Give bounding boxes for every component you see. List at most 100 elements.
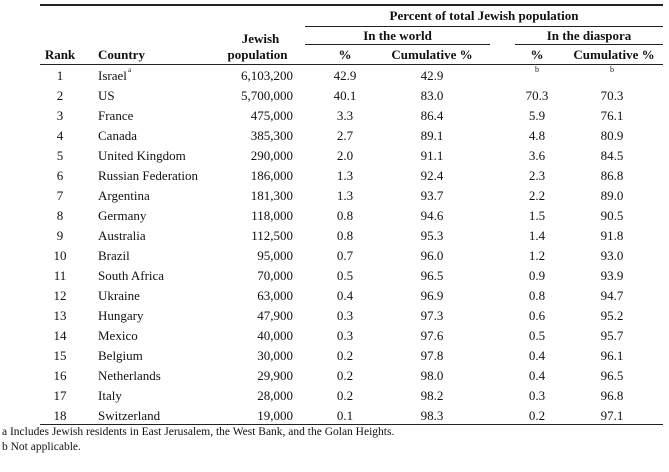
header-diaspora-pct: % — [530, 47, 544, 62]
table-row: 13 Hungary 47,900 0.3 97.3 0.6 95.2 — [0, 308, 669, 328]
population-cell: 29,900 — [257, 368, 293, 383]
world-cum-cell: 91.1 — [420, 148, 444, 163]
rank-cell: 4 — [56, 128, 64, 143]
table-row: 3 France 475,000 3.3 86.4 5.9 76.1 — [0, 108, 669, 128]
diaspora-cum-cell: 97.1 — [600, 408, 624, 423]
world-pct-cell: 1.3 — [336, 168, 354, 183]
world-pct-cell: 0.2 — [336, 348, 354, 363]
diaspora-rule — [515, 44, 663, 45]
table-row: 15 Belgium 30,000 0.2 97.8 0.4 96.1 — [0, 348, 669, 368]
country-cell: US — [98, 88, 115, 103]
country-cell: Canada — [98, 128, 137, 143]
table-row: 16 Netherlands 29,900 0.2 98.0 0.4 96.5 — [0, 368, 669, 388]
world-cum-cell: 92.4 — [420, 168, 444, 183]
diaspora-pct-cell: 70.3 — [525, 88, 549, 103]
world-cum-cell: 94.6 — [420, 208, 444, 223]
world-rule — [305, 44, 490, 45]
diaspora-pct-cell: 0.3 — [528, 388, 546, 403]
country-cell: Ukraine — [98, 288, 140, 303]
diaspora-pct-cell: 2.3 — [528, 168, 546, 183]
country-cell: Switzerland — [98, 408, 161, 423]
diaspora-cum-cell: 93.0 — [600, 248, 624, 263]
header-world: In the world — [363, 28, 432, 43]
world-pct-cell: 2.0 — [336, 148, 354, 163]
population-cell: 385,300 — [250, 128, 293, 143]
diaspora-pct-cell: b — [535, 65, 539, 74]
country-cell: Argentina — [98, 188, 150, 203]
world-pct-cell: 0.2 — [336, 388, 354, 403]
diaspora-cum-cell: 96.1 — [600, 348, 624, 363]
table-row: 14 Mexico 40,000 0.3 97.6 0.5 95.7 — [0, 328, 669, 348]
population-cell: 118,000 — [251, 208, 293, 223]
group-rule — [305, 26, 663, 27]
rank-cell: 17 — [53, 388, 67, 403]
world-pct-cell: 0.1 — [336, 408, 354, 423]
table-row: 6 Russian Federation 186,000 1.3 92.4 2.3 86.8 — [0, 168, 669, 188]
rank-cell: 5 — [56, 148, 64, 163]
world-pct-cell: 0.7 — [336, 248, 354, 263]
population-cell: 30,000 — [257, 348, 293, 363]
world-pct-cell: 0.4 — [336, 288, 354, 303]
diaspora-cum-cell: 93.9 — [600, 268, 624, 283]
population-cell: 28,000 — [257, 388, 293, 403]
rank-cell: 16 — [53, 368, 67, 383]
diaspora-pct-cell: 1.4 — [528, 228, 546, 243]
diaspora-cum-cell: 76.1 — [600, 108, 624, 123]
world-cum-cell: 86.4 — [420, 108, 444, 123]
country-cell: Australia — [98, 228, 146, 243]
population-cell: 47,900 — [257, 308, 293, 323]
world-cum-cell: 97.6 — [420, 328, 444, 343]
diaspora-pct-cell: 1.5 — [528, 208, 546, 223]
world-cum-cell: 98.0 — [420, 368, 444, 383]
rank-cell: 7 — [56, 188, 64, 203]
rank-cell: 2 — [56, 88, 64, 103]
rank-cell: 11 — [53, 268, 67, 283]
population-cell: 290,000 — [250, 148, 293, 163]
diaspora-cum-cell: 80.9 — [600, 128, 624, 143]
world-cum-cell: 83.0 — [420, 88, 444, 103]
country-cell: Mexico — [98, 328, 138, 343]
table-row: 17 Italy 28,000 0.2 98.2 0.3 96.8 — [0, 388, 669, 408]
diaspora-cum-cell: b — [610, 65, 614, 74]
rank-cell: 9 — [56, 228, 64, 243]
population-cell: 112,500 — [251, 228, 293, 243]
world-cum-cell: 96.9 — [420, 288, 444, 303]
diaspora-cum-cell: 70.3 — [600, 88, 624, 103]
world-pct-cell: 1.3 — [336, 188, 354, 203]
top-rule — [40, 4, 663, 6]
table-row: 1 Israel a 6,103,200 42.9 42.9 b b — [0, 65, 669, 88]
country-cell: Israel — [98, 68, 127, 83]
diaspora-pct-cell: 0.2 — [528, 408, 546, 423]
diaspora-pct-cell: 5.9 — [528, 108, 546, 123]
world-pct-cell: 0.8 — [336, 228, 354, 243]
population-cell: 70,000 — [257, 268, 293, 283]
diaspora-pct-cell: 0.6 — [528, 308, 546, 323]
header-world-pct: % — [338, 47, 352, 62]
diaspora-cum-cell: 86.8 — [600, 168, 624, 183]
world-cum-cell: 97.8 — [420, 348, 444, 363]
population-cell: 95,000 — [257, 248, 293, 263]
rank-cell: 13 — [53, 308, 67, 323]
rank-cell: 6 — [56, 168, 64, 183]
population-cell: 181,300 — [250, 188, 293, 203]
diaspora-pct-cell: 0.9 — [528, 268, 546, 283]
footnote-a: a Includes Jewish residents in East Jeru… — [2, 426, 395, 438]
country-cell: Brazil — [98, 248, 130, 263]
country-cell: Germany — [98, 208, 147, 223]
header-diaspora: In the diaspora — [546, 28, 632, 43]
country-cell: Hungary — [98, 308, 144, 323]
country-cell: Belgium — [98, 348, 143, 363]
world-cum-cell: 42.9 — [420, 68, 444, 83]
population-cell: 6,103,200 — [241, 68, 293, 83]
country-cell: South Africa — [98, 268, 165, 283]
rank-cell: 12 — [53, 288, 67, 303]
rank-cell: 3 — [56, 108, 64, 123]
header-pop2: population — [227, 47, 288, 62]
header-rule — [40, 64, 663, 65]
header-diaspora-cum: Cumulative % — [573, 47, 655, 62]
population-cell: 475,000 — [250, 108, 293, 123]
diaspora-pct-cell: 0.5 — [528, 328, 546, 343]
world-pct-cell: 40.1 — [333, 88, 357, 103]
table-row: 12 Ukraine 63,000 0.4 96.9 0.8 94.7 — [0, 288, 669, 308]
